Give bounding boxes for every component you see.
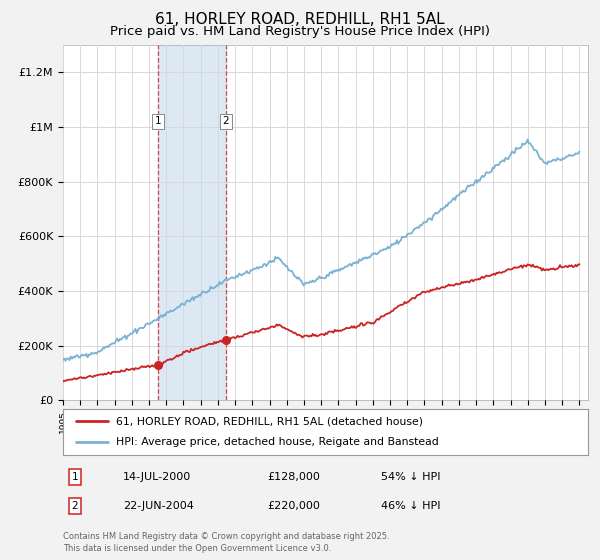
Text: 61, HORLEY ROAD, REDHILL, RH1 5AL (detached house): 61, HORLEY ROAD, REDHILL, RH1 5AL (detac… xyxy=(115,416,422,426)
Text: Price paid vs. HM Land Registry's House Price Index (HPI): Price paid vs. HM Land Registry's House … xyxy=(110,25,490,38)
Text: 22-JUN-2004: 22-JUN-2004 xyxy=(123,501,194,511)
Text: 14-JUL-2000: 14-JUL-2000 xyxy=(123,472,191,482)
Text: 46% ↓ HPI: 46% ↓ HPI xyxy=(381,501,440,511)
Text: 61, HORLEY ROAD, REDHILL, RH1 5AL: 61, HORLEY ROAD, REDHILL, RH1 5AL xyxy=(155,12,445,27)
Text: 2: 2 xyxy=(71,501,79,511)
Text: Contains HM Land Registry data © Crown copyright and database right 2025.
This d: Contains HM Land Registry data © Crown c… xyxy=(63,533,389,553)
Text: £128,000: £128,000 xyxy=(267,472,320,482)
Text: HPI: Average price, detached house, Reigate and Banstead: HPI: Average price, detached house, Reig… xyxy=(115,437,438,447)
Bar xyxy=(158,45,226,400)
Text: 54% ↓ HPI: 54% ↓ HPI xyxy=(381,472,440,482)
Text: 1: 1 xyxy=(155,116,161,127)
Text: 1: 1 xyxy=(71,472,79,482)
Text: £220,000: £220,000 xyxy=(267,501,320,511)
Text: 2: 2 xyxy=(223,116,229,127)
